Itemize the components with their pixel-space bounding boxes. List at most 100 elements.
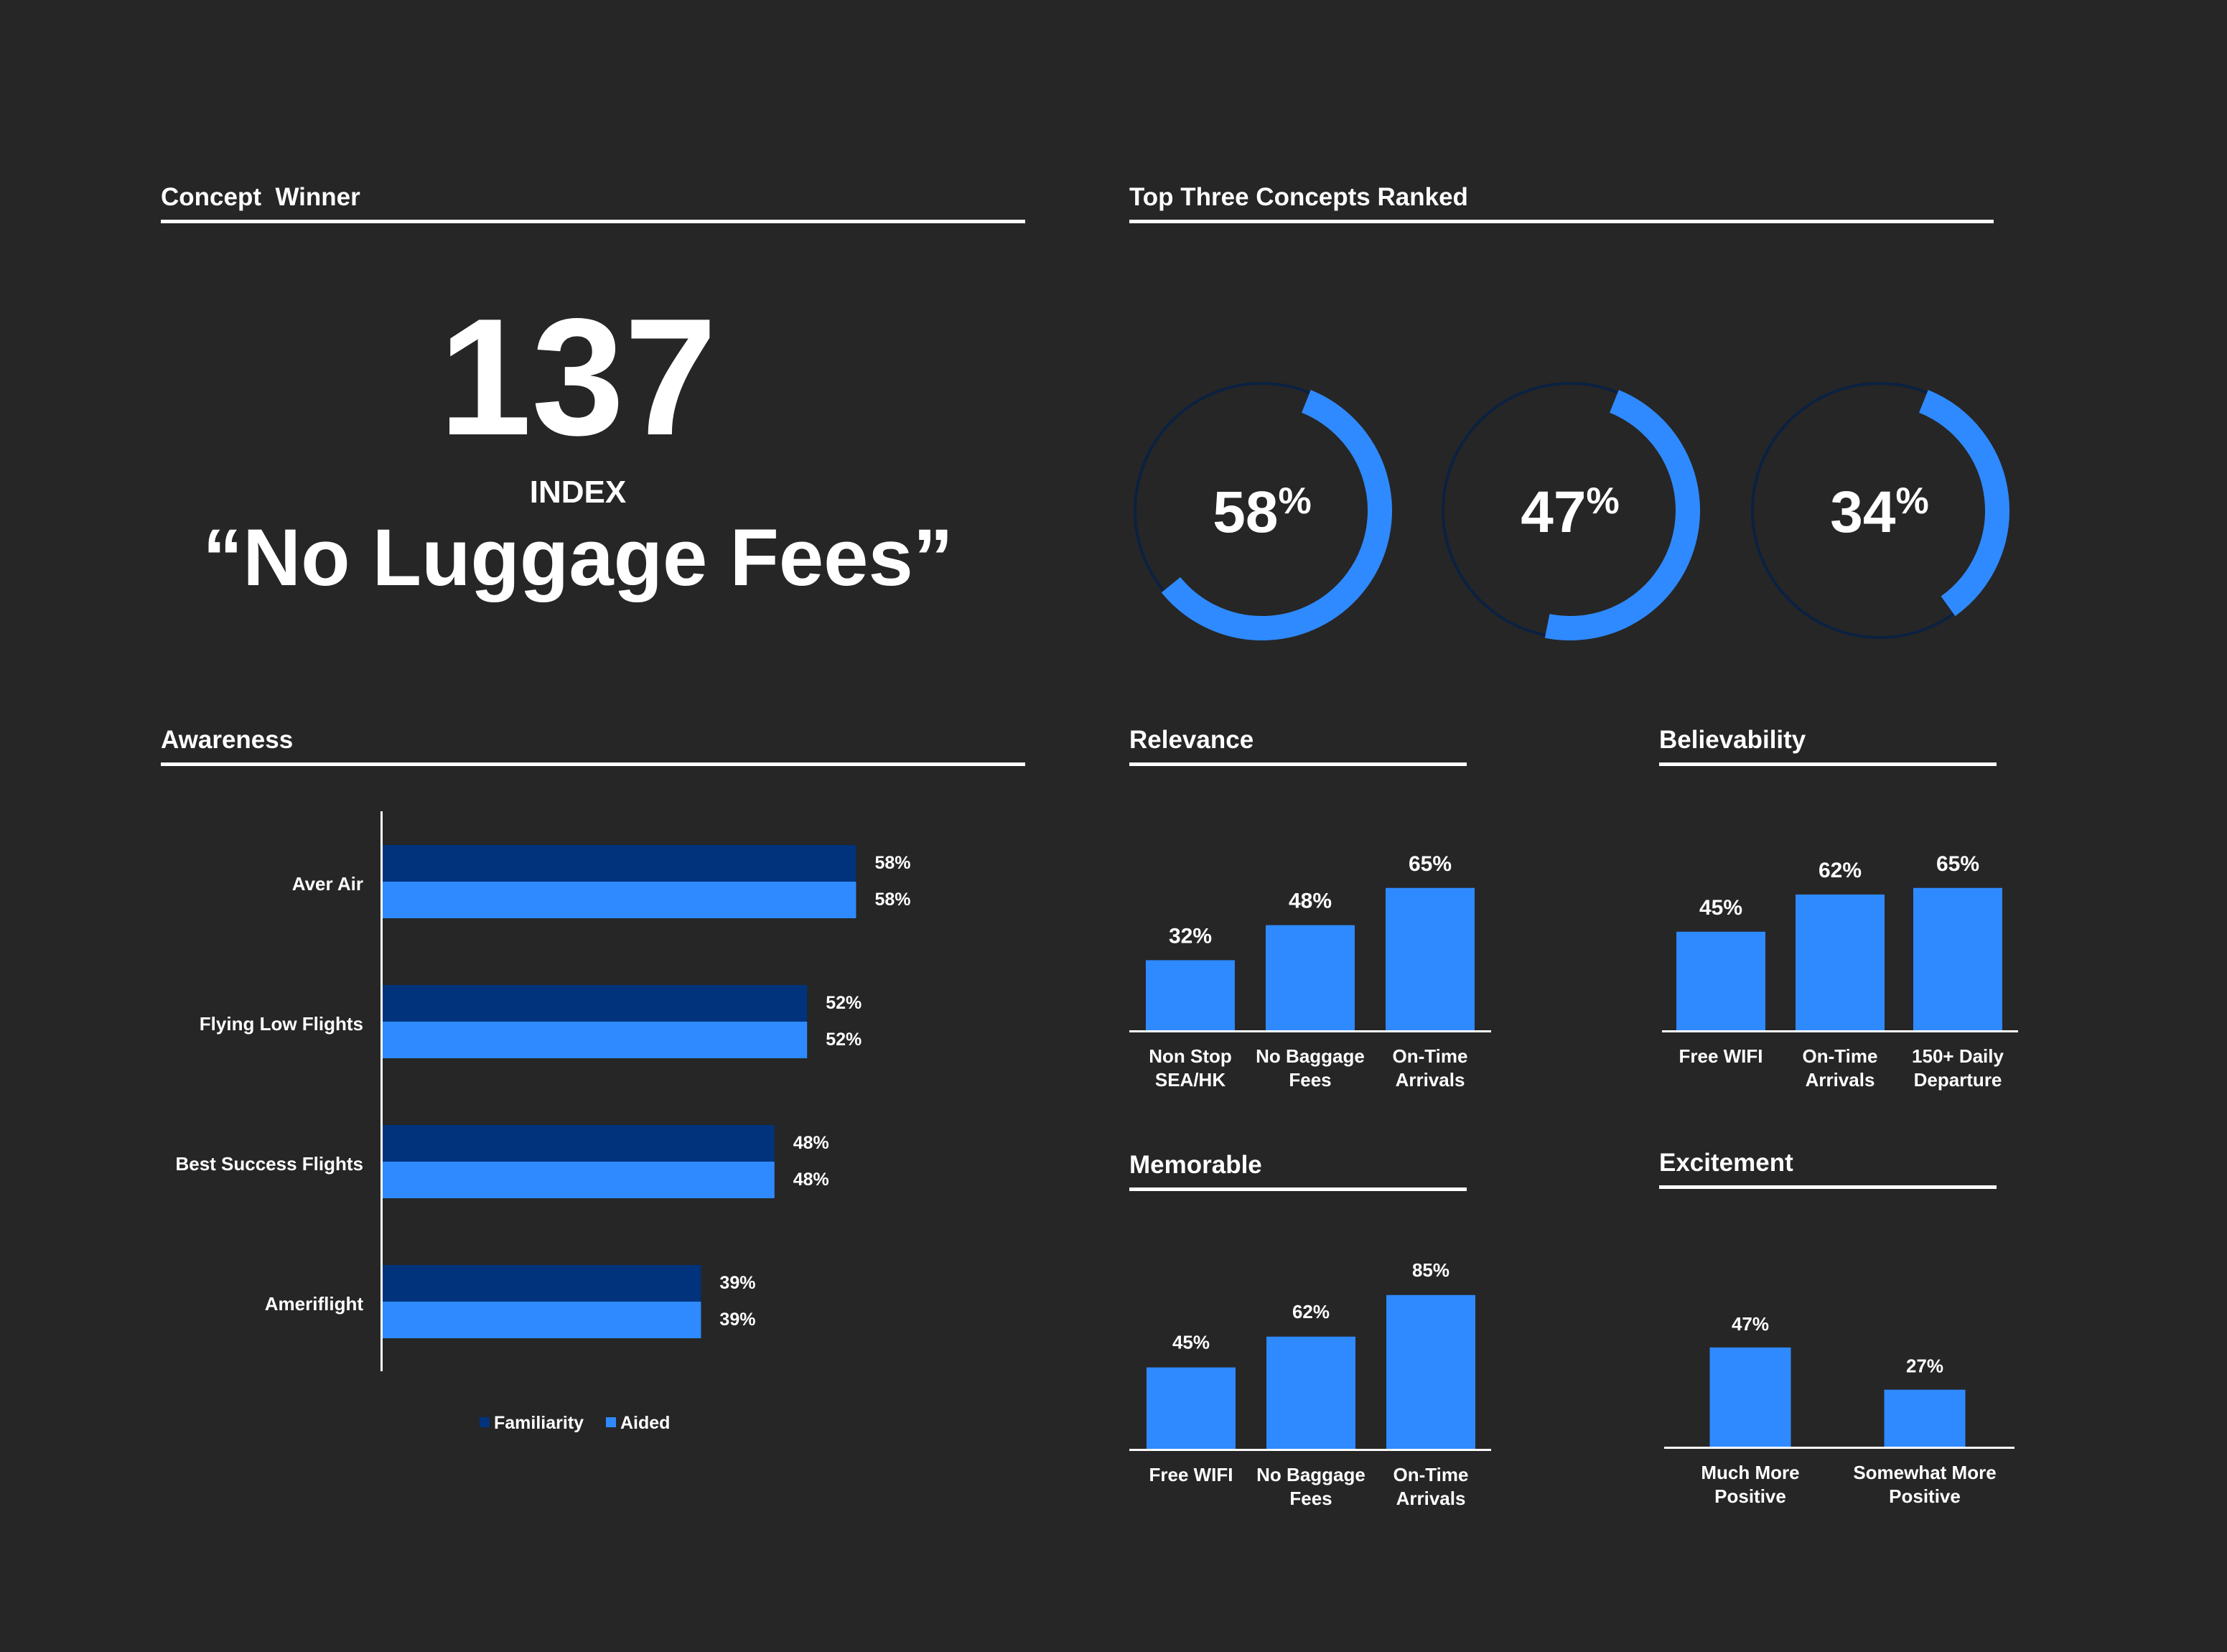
awareness-bar-aided [383, 882, 856, 918]
ring-value-number: 47 [1521, 480, 1586, 545]
top-three-divider [1129, 220, 1994, 223]
relevance-baseline [1129, 1030, 1491, 1032]
relevance-category-line: Non Stop [1149, 1045, 1232, 1067]
believability-category-line: On-Time [1803, 1045, 1878, 1067]
excitement-divider [1659, 1185, 1997, 1189]
believability-category-label: On-Time Arrivals [1803, 1045, 1878, 1091]
concept-winner-title: Concept Winner [161, 183, 360, 211]
believability-bar [1913, 887, 2002, 1030]
relevance-value-label: 48% [1289, 890, 1332, 913]
concept-winner-panel: Concept Winner 137 INDEX “No Luggage Fee… [161, 183, 1025, 602]
believability-bar [1796, 894, 1885, 1030]
top-three-title: Top Three Concepts Ranked [1129, 183, 1468, 211]
relevance-panel: Relevance 32% Non Stop SEA/HK 48% No Baggage… [1129, 726, 1491, 1091]
ring-value-label: 47% [1521, 480, 1619, 545]
top-three-panel: Top Three Concepts Ranked 58% 47% 34% [1129, 183, 2009, 640]
awareness-bar-value-label: 52% [826, 993, 862, 1013]
believability-category-line: Free WIFI [1679, 1045, 1763, 1067]
excitement-category-label: Much More Positive [1701, 1462, 1799, 1507]
relevance-bar [1266, 925, 1355, 1030]
excitement-category-line: Somewhat More [1853, 1462, 1996, 1483]
awareness-bar-aided [383, 1162, 775, 1198]
awareness-title: Awareness [161, 726, 293, 754]
memorable-category-label: Free WIFI [1149, 1464, 1233, 1485]
believability-category-label: Free WIFI [1679, 1045, 1763, 1067]
believability-category-line: 150+ Daily [1912, 1045, 2004, 1067]
believability-category-label: 150+ Daily Departure [1912, 1045, 2004, 1091]
relevance-category-line: No Baggage [1256, 1045, 1365, 1067]
memorable-category-line: Free WIFI [1149, 1464, 1233, 1485]
relevance-category-line: Fees [1289, 1069, 1331, 1091]
believability-baseline [1662, 1030, 2018, 1032]
ring-value-number: 58 [1213, 480, 1278, 545]
rings-group: 58% 47% 34% [1134, 382, 2009, 640]
believability-bar [1676, 931, 1765, 1030]
excitement-bar [1884, 1389, 1966, 1447]
awareness-bar-value-label: 58% [874, 890, 910, 910]
awareness-category-label: Ameriflight [265, 1293, 364, 1315]
awareness-bar-value-label: 58% [874, 853, 910, 873]
awareness-bar-aided [383, 1022, 808, 1058]
relevance-title: Relevance [1129, 726, 1253, 754]
believability-value-label: 45% [1699, 896, 1742, 920]
relevance-category-label: Non Stop SEA/HK [1149, 1045, 1232, 1091]
awareness-bar-value-label: 52% [826, 1030, 862, 1050]
relevance-value-label: 32% [1169, 924, 1212, 948]
relevance-category-line: On-Time [1393, 1045, 1468, 1067]
awareness-bar-familiarity [383, 1125, 775, 1162]
relevance-category-line: Arrivals [1396, 1069, 1465, 1091]
ring-value-label: 34% [1830, 480, 1928, 545]
memorable-bar [1147, 1367, 1236, 1449]
believability-chart: 45% Free WIFI 62% On-Time Arrivals 65% 150+ Da… [1662, 852, 2018, 1091]
awareness-bar-value-label: 39% [719, 1273, 755, 1293]
ring-value-label: 58% [1213, 480, 1311, 545]
awareness-bar-value-label: 39% [719, 1310, 755, 1330]
believability-category-line: Departure [1914, 1069, 2002, 1091]
awareness-category-label: Flying Low Flights [200, 1013, 363, 1035]
concept-winner-divider [161, 220, 1025, 223]
memorable-category-label: No Baggage Fees [1256, 1464, 1365, 1509]
memorable-category-line: Arrivals [1396, 1488, 1466, 1509]
excitement-value-label: 27% [1906, 1355, 1943, 1377]
memorable-divider [1129, 1187, 1467, 1191]
believability-panel: Believability 45% Free WIFI 62% On-Time Arri… [1659, 726, 2018, 1091]
legend-label-aided: Aided [620, 1413, 670, 1433]
memorable-category-line: Fees [1289, 1488, 1332, 1509]
memorable-bar [1386, 1294, 1475, 1449]
relevance-category-line: SEA/HK [1155, 1069, 1225, 1091]
awareness-category-label: Best Success Flights [175, 1153, 363, 1175]
legend-swatch-familiarity [480, 1417, 490, 1427]
concept-name: “No Luggage Fees” [202, 513, 953, 602]
relevance-bar [1146, 960, 1235, 1030]
believability-category-line: Arrivals [1806, 1069, 1875, 1091]
awareness-bar-familiarity [383, 1265, 701, 1302]
awareness-divider [161, 762, 1025, 766]
index-value: 137 [439, 284, 716, 470]
ring-progress-arc [1544, 390, 1700, 640]
index-label: INDEX [530, 475, 626, 510]
memorable-title: Memorable [1129, 1151, 1262, 1179]
memorable-value-label: 62% [1292, 1301, 1330, 1322]
excitement-baseline [1664, 1447, 2014, 1449]
awareness-category-label: Aver Air [292, 873, 363, 895]
believability-value-label: 65% [1936, 852, 1979, 876]
awareness-panel: Awareness Aver Air 58% 58% Flying Low Fligh… [161, 726, 1025, 1433]
relevance-category-label: On-Time Arrivals [1393, 1045, 1468, 1091]
legend-swatch-aided [606, 1417, 616, 1427]
ring-value-unit: % [1586, 480, 1619, 522]
memorable-category-label: On-Time Arrivals [1393, 1464, 1469, 1509]
awareness-bar-aided [383, 1302, 701, 1338]
excitement-panel: Excitement 47%Much More Positive27%Somewh… [1659, 1149, 2014, 1507]
excitement-title: Excitement [1659, 1149, 1793, 1177]
ring-value-unit: % [1278, 480, 1311, 522]
memorable-value-label: 45% [1172, 1332, 1210, 1353]
memorable-value-label: 85% [1412, 1259, 1449, 1281]
relevance-divider [1129, 762, 1467, 766]
excitement-category-line: Positive [1714, 1485, 1786, 1507]
awareness-bar-value-label: 48% [793, 1133, 829, 1153]
relevance-chart: 32% Non Stop SEA/HK 48% No Baggage Fees 65% On-… [1129, 852, 1491, 1091]
